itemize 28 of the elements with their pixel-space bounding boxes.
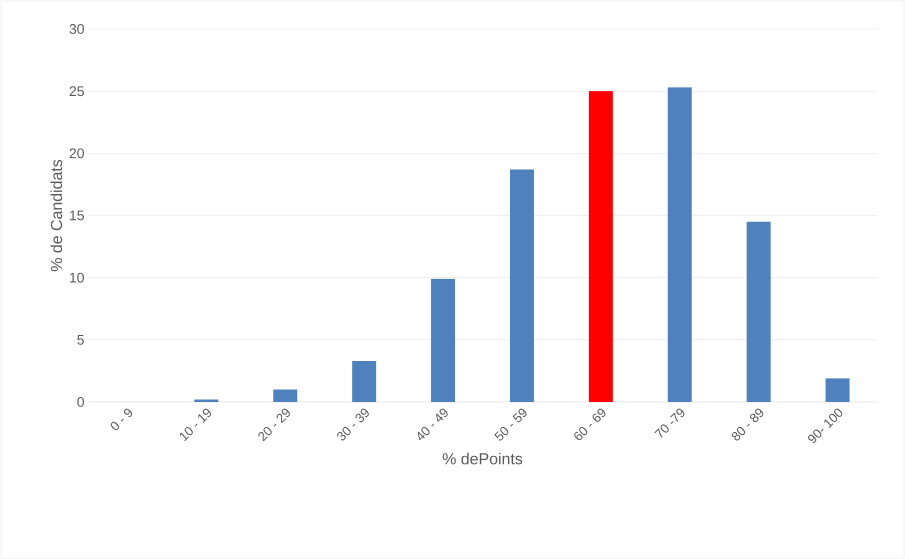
bar [273,390,298,402]
y-tick-label: 20 [70,148,84,158]
bar [431,278,456,402]
y-tick-label: 15 [70,210,84,220]
bar [194,399,218,402]
y-tick-label: 0 [77,397,84,407]
x-tick-label: 70 -79 [654,408,684,438]
x-tick-label: 80 - 89 [732,408,764,441]
x-tick-label: 20 - 29 [258,408,290,442]
y-tick-label: 10 [70,272,84,283]
bar [668,87,692,402]
y-tick-label: 5 [77,334,84,345]
bar [510,169,534,402]
x-tick-label: 10 - 19 [180,408,211,442]
x-axis-title: % dePoints [442,452,522,464]
x-tick-label: 40 - 49 [418,408,448,440]
x-tick-label: 30 - 39 [337,408,369,441]
bar [352,360,376,402]
bar [746,222,771,402]
y-axis-title: % de Candidats [50,160,62,272]
x-tick-label: 60 - 69 [574,408,606,440]
x-tick-label: 90- 100 [808,408,842,444]
x-tick-label: 50 - 59 [494,408,527,441]
x-tick-label: 0 - 9 [110,408,132,430]
y-tick-label: 30 [70,24,84,34]
y-tick-label: 25 [70,86,84,96]
bar [588,91,613,402]
bar [826,378,850,402]
